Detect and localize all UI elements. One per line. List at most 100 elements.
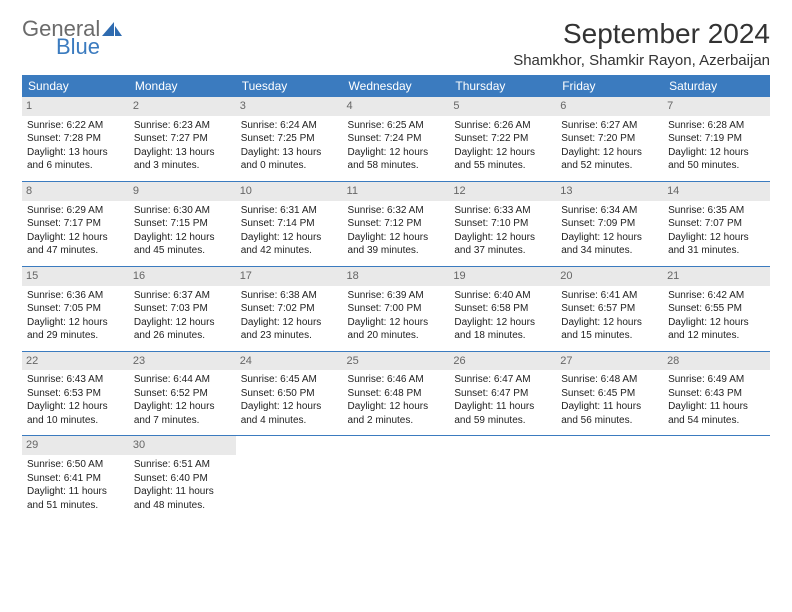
logo-sail-icon <box>102 18 122 40</box>
day-number: 28 <box>663 352 770 371</box>
daylight-text: Daylight: 12 hours and 45 minutes. <box>134 231 231 258</box>
calendar-table: SundayMondayTuesdayWednesdayThursdayFrid… <box>22 75 770 520</box>
sunset-text: Sunset: 6:52 PM <box>134 387 231 401</box>
day-number: 29 <box>22 436 129 455</box>
daylight-text: Daylight: 13 hours and 0 minutes. <box>241 146 338 173</box>
daylight-text: Daylight: 12 hours and 23 minutes. <box>241 316 338 343</box>
daylight-text: Daylight: 12 hours and 2 minutes. <box>348 400 445 427</box>
sunset-text: Sunset: 6:58 PM <box>454 302 551 316</box>
day-number: 6 <box>556 97 663 116</box>
day-number: 14 <box>663 182 770 201</box>
calendar-day-cell: 27Sunrise: 6:48 AMSunset: 6:45 PMDayligh… <box>556 351 663 436</box>
page-header: General Blue September 2024 Shamkhor, Sh… <box>22 18 770 69</box>
sunset-text: Sunset: 7:07 PM <box>668 217 765 231</box>
sunrise-text: Sunrise: 6:49 AM <box>668 373 765 387</box>
sunrise-text: Sunrise: 6:27 AM <box>561 119 658 133</box>
sunset-text: Sunset: 6:48 PM <box>348 387 445 401</box>
calendar-week-row: 22Sunrise: 6:43 AMSunset: 6:53 PMDayligh… <box>22 351 770 436</box>
daylight-text: Daylight: 12 hours and 26 minutes. <box>134 316 231 343</box>
calendar-day-cell: 20Sunrise: 6:41 AMSunset: 6:57 PMDayligh… <box>556 266 663 351</box>
calendar-day-cell: 7Sunrise: 6:28 AMSunset: 7:19 PMDaylight… <box>663 97 770 181</box>
calendar-day-cell: 26Sunrise: 6:47 AMSunset: 6:47 PMDayligh… <box>449 351 556 436</box>
sunset-text: Sunset: 6:41 PM <box>27 472 124 486</box>
sunrise-text: Sunrise: 6:47 AM <box>454 373 551 387</box>
daylight-text: Daylight: 12 hours and 55 minutes. <box>454 146 551 173</box>
calendar-day-cell: 17Sunrise: 6:38 AMSunset: 7:02 PMDayligh… <box>236 266 343 351</box>
daylight-text: Daylight: 11 hours and 51 minutes. <box>27 485 124 512</box>
calendar-day-cell: 23Sunrise: 6:44 AMSunset: 6:52 PMDayligh… <box>129 351 236 436</box>
day-number: 12 <box>449 182 556 201</box>
weekday-header: Sunday <box>22 75 129 97</box>
sunrise-text: Sunrise: 6:22 AM <box>27 119 124 133</box>
day-number: 2 <box>129 97 236 116</box>
sunset-text: Sunset: 7:17 PM <box>27 217 124 231</box>
day-number: 11 <box>343 182 450 201</box>
sunset-text: Sunset: 6:50 PM <box>241 387 338 401</box>
sunrise-text: Sunrise: 6:43 AM <box>27 373 124 387</box>
sunset-text: Sunset: 7:20 PM <box>561 132 658 146</box>
sunrise-text: Sunrise: 6:28 AM <box>668 119 765 133</box>
sunrise-text: Sunrise: 6:46 AM <box>348 373 445 387</box>
calendar-day-cell: 22Sunrise: 6:43 AMSunset: 6:53 PMDayligh… <box>22 351 129 436</box>
sunrise-text: Sunrise: 6:42 AM <box>668 289 765 303</box>
calendar-day-cell: 3Sunrise: 6:24 AMSunset: 7:25 PMDaylight… <box>236 97 343 181</box>
sunset-text: Sunset: 7:05 PM <box>27 302 124 316</box>
calendar-header-row: SundayMondayTuesdayWednesdayThursdayFrid… <box>22 75 770 97</box>
sunset-text: Sunset: 7:03 PM <box>134 302 231 316</box>
calendar-day-cell: 18Sunrise: 6:39 AMSunset: 7:00 PMDayligh… <box>343 266 450 351</box>
day-number: 15 <box>22 267 129 286</box>
weekday-header: Friday <box>556 75 663 97</box>
sunrise-text: Sunrise: 6:23 AM <box>134 119 231 133</box>
calendar-day-cell: 14Sunrise: 6:35 AMSunset: 7:07 PMDayligh… <box>663 181 770 266</box>
daylight-text: Daylight: 12 hours and 12 minutes. <box>668 316 765 343</box>
day-number: 22 <box>22 352 129 371</box>
calendar-day-cell: 15Sunrise: 6:36 AMSunset: 7:05 PMDayligh… <box>22 266 129 351</box>
day-number: 25 <box>343 352 450 371</box>
sunset-text: Sunset: 7:22 PM <box>454 132 551 146</box>
sunrise-text: Sunrise: 6:38 AM <box>241 289 338 303</box>
day-number: 17 <box>236 267 343 286</box>
daylight-text: Daylight: 12 hours and 4 minutes. <box>241 400 338 427</box>
daylight-text: Daylight: 12 hours and 37 minutes. <box>454 231 551 258</box>
day-number: 23 <box>129 352 236 371</box>
daylight-text: Daylight: 12 hours and 52 minutes. <box>561 146 658 173</box>
calendar-week-row: 29 Sunrise: 6:50 AMSunset: 6:41 PMDayligh… <box>22 436 770 520</box>
calendar-day-cell: 24Sunrise: 6:45 AMSunset: 6:50 PMDayligh… <box>236 351 343 436</box>
day-number: 26 <box>449 352 556 371</box>
day-number: 1 <box>22 97 129 116</box>
calendar-day-cell: . <box>236 436 343 520</box>
sunrise-text: Sunrise: 6:33 AM <box>454 204 551 218</box>
day-number: 19 <box>449 267 556 286</box>
daylight-text: Daylight: 12 hours and 29 minutes. <box>27 316 124 343</box>
day-number: 10 <box>236 182 343 201</box>
day-number: 3 <box>236 97 343 116</box>
day-number: 16 <box>129 267 236 286</box>
sunset-text: Sunset: 7:24 PM <box>348 132 445 146</box>
sunrise-text: Sunrise: 6:37 AM <box>134 289 231 303</box>
calendar-day-cell: 8Sunrise: 6:29 AMSunset: 7:17 PMDaylight… <box>22 181 129 266</box>
sunset-text: Sunset: 6:57 PM <box>561 302 658 316</box>
daylight-text: Daylight: 13 hours and 6 minutes. <box>27 146 124 173</box>
sunset-text: Sunset: 7:00 PM <box>348 302 445 316</box>
calendar-week-row: 8Sunrise: 6:29 AMSunset: 7:17 PMDaylight… <box>22 181 770 266</box>
sunrise-text: Sunrise: 6:50 AM <box>27 458 124 472</box>
sunset-text: Sunset: 7:27 PM <box>134 132 231 146</box>
location-subtitle: Shamkhor, Shamkir Rayon, Azerbaijan <box>513 52 770 69</box>
daylight-text: Daylight: 12 hours and 39 minutes. <box>348 231 445 258</box>
calendar-day-cell: . <box>556 436 663 520</box>
daylight-text: Daylight: 12 hours and 47 minutes. <box>27 231 124 258</box>
sunset-text: Sunset: 6:47 PM <box>454 387 551 401</box>
calendar-day-cell: 1Sunrise: 6:22 AMSunset: 7:28 PMDaylight… <box>22 97 129 181</box>
day-number: 7 <box>663 97 770 116</box>
sunset-text: Sunset: 6:55 PM <box>668 302 765 316</box>
weekday-header: Monday <box>129 75 236 97</box>
sunset-text: Sunset: 7:09 PM <box>561 217 658 231</box>
sunrise-text: Sunrise: 6:35 AM <box>668 204 765 218</box>
logo-text: General Blue <box>22 18 122 58</box>
sunrise-text: Sunrise: 6:51 AM <box>134 458 231 472</box>
sunrise-text: Sunrise: 6:40 AM <box>454 289 551 303</box>
sunset-text: Sunset: 7:15 PM <box>134 217 231 231</box>
weekday-header: Thursday <box>449 75 556 97</box>
sunset-text: Sunset: 7:10 PM <box>454 217 551 231</box>
day-number: 21 <box>663 267 770 286</box>
